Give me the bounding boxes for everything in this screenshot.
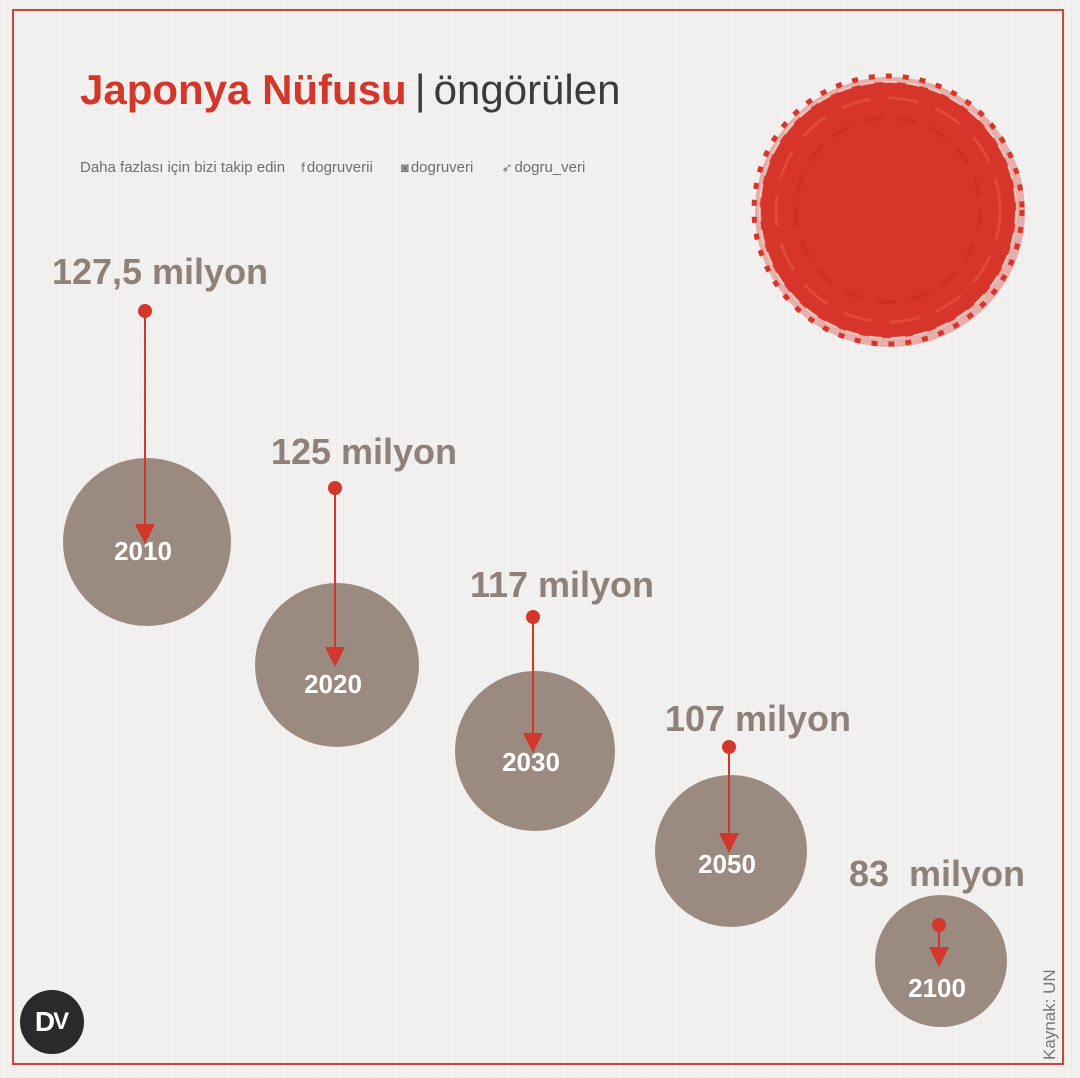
value-dot-2030 bbox=[526, 610, 540, 624]
year-label-2100: 2100 bbox=[908, 973, 966, 1003]
instagram-link[interactable]: ◙ dogruveri bbox=[401, 159, 485, 176]
year-label-2050: 2050 bbox=[698, 849, 756, 879]
instagram-icon: ◙ bbox=[400, 160, 409, 175]
value-label-2020: 125 milyon bbox=[271, 431, 457, 472]
year-label-2010: 2010 bbox=[114, 536, 172, 566]
facebook-icon: f bbox=[301, 160, 305, 175]
social-bar: Daha fazlası için bizi takip edin f dogru… bbox=[80, 159, 609, 176]
logo-letter-v: V bbox=[53, 1008, 70, 1035]
value-dot-2050 bbox=[722, 740, 736, 754]
page-title: Japonya Nüfusu | öngörülen bbox=[80, 66, 620, 114]
twitter-link[interactable]: ➶ dogru_veri bbox=[502, 159, 598, 176]
instagram-handle: dogruveri bbox=[410, 159, 474, 176]
border-frame bbox=[12, 9, 1064, 1065]
year-circle-2100 bbox=[875, 895, 1007, 1027]
facebook-link[interactable]: f dogruverii bbox=[301, 159, 385, 176]
rising-sun-illustration bbox=[751, 73, 1025, 347]
title-subtitle: öngörülen bbox=[433, 66, 621, 113]
logo-letter-d: D bbox=[34, 1006, 56, 1037]
year-label-2020: 2020 bbox=[304, 669, 362, 699]
facebook-handle: dogruverii bbox=[306, 159, 373, 176]
value-label-2030: 117 milyon bbox=[470, 564, 654, 605]
value-dot-2010 bbox=[138, 304, 152, 318]
follow-text: Daha fazlası için bizi takip edin bbox=[80, 159, 286, 176]
title-separator: | bbox=[414, 66, 426, 113]
value-dot-2100 bbox=[932, 918, 946, 932]
year-circle-2020 bbox=[255, 583, 419, 747]
year-label-2030: 2030 bbox=[502, 747, 560, 777]
title-main: Japonya Nüfusu bbox=[80, 66, 407, 113]
value-label-2050: 107 milyon bbox=[665, 698, 851, 739]
value-label-2010: 127,5 milyon bbox=[52, 251, 268, 292]
twitter-icon: ➶ bbox=[501, 160, 513, 175]
value-label-2100: 83 milyon bbox=[849, 853, 1025, 894]
value-dot-2020 bbox=[328, 481, 342, 495]
twitter-handle: dogru_veri bbox=[514, 159, 586, 176]
source-note: Kaynak: UN bbox=[1040, 969, 1059, 1060]
